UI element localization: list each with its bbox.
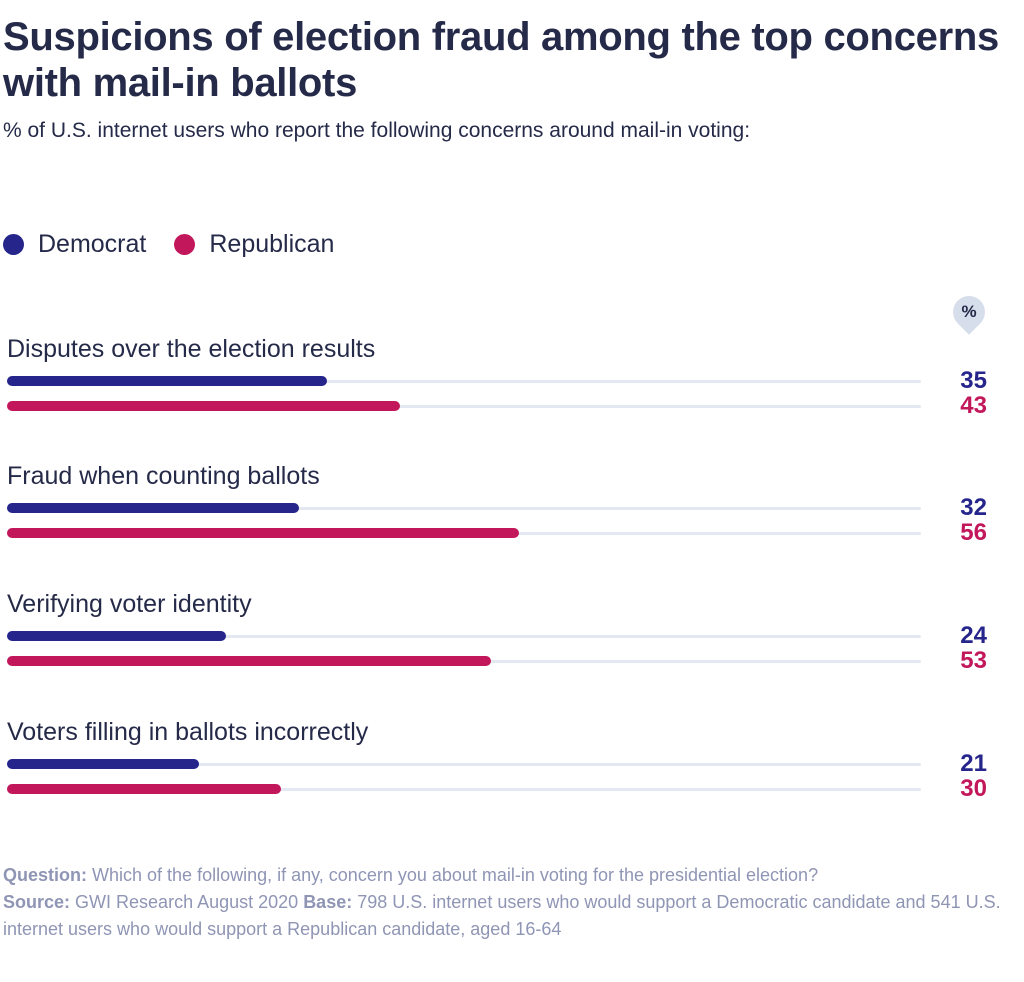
bar-track-democrat — [7, 635, 921, 638]
legend-item-democrat: Democrat — [3, 230, 146, 259]
bar-republican — [7, 656, 492, 666]
bar-track-republican — [7, 788, 921, 791]
bar-democrat — [7, 376, 327, 386]
bar-republican — [7, 401, 401, 411]
chart-title: Suspicions of election fraud among the t… — [3, 15, 999, 105]
value-label-democrat: 21 — [960, 750, 987, 777]
value-label-republican: 30 — [960, 775, 987, 802]
legend-label-republican: Republican — [209, 230, 335, 258]
percent-marker-label: % — [961, 302, 977, 321]
legend: Democrat Republican — [3, 230, 362, 259]
base-label: Base: — [303, 892, 353, 912]
bar-democrat — [7, 631, 227, 641]
question-text: Which of the following, if any, concern … — [92, 865, 819, 885]
bar-democrat — [7, 759, 199, 769]
source-label: Source: — [3, 892, 71, 912]
value-label-democrat: 24 — [960, 622, 987, 649]
bar-republican — [7, 528, 519, 538]
chart-subtitle: % of U.S. internet users who report the … — [3, 119, 751, 142]
value-label-democrat: 32 — [960, 494, 987, 521]
value-label-democrat: 35 — [960, 367, 987, 394]
category-group-filling-incorrectly: Voters filling in ballots incorrectly 21 3… — [0, 718, 1024, 818]
category-label: Voters filling in ballots incorrectly — [7, 718, 369, 746]
bar-republican — [7, 784, 282, 794]
category-label: Verifying voter identity — [7, 590, 252, 618]
value-label-republican: 53 — [960, 647, 987, 674]
category-group-fraud-counting: Fraud when counting ballots 32 56 — [0, 462, 1024, 562]
value-label-republican: 43 — [960, 392, 987, 419]
question-label: Question: — [3, 865, 87, 885]
category-group-disputes: Disputes over the election results 35 43 — [0, 335, 1024, 435]
legend-label-democrat: Democrat — [38, 230, 147, 258]
footnote: Question: Which of the following, if any… — [3, 862, 1018, 943]
percent-marker-icon: % — [946, 289, 992, 335]
value-label-republican: 56 — [960, 519, 987, 546]
bar-track-democrat — [7, 507, 921, 510]
legend-item-republican: Republican — [174, 230, 334, 259]
category-label: Fraud when counting ballots — [7, 462, 320, 490]
democrat-dot-icon — [3, 234, 24, 255]
bar-democrat — [7, 503, 300, 513]
bar-track-republican — [7, 405, 921, 408]
bar-track-democrat — [7, 380, 921, 383]
category-label: Disputes over the election results — [7, 335, 376, 363]
source-text: GWI Research August 2020 — [75, 892, 299, 912]
republican-dot-icon — [174, 234, 196, 255]
base-text: 798 U.S. internet users who would suppor… — [3, 892, 1001, 939]
category-group-verifying-identity: Verifying voter identity 24 53 — [0, 590, 1024, 690]
bar-track-democrat — [7, 763, 921, 766]
